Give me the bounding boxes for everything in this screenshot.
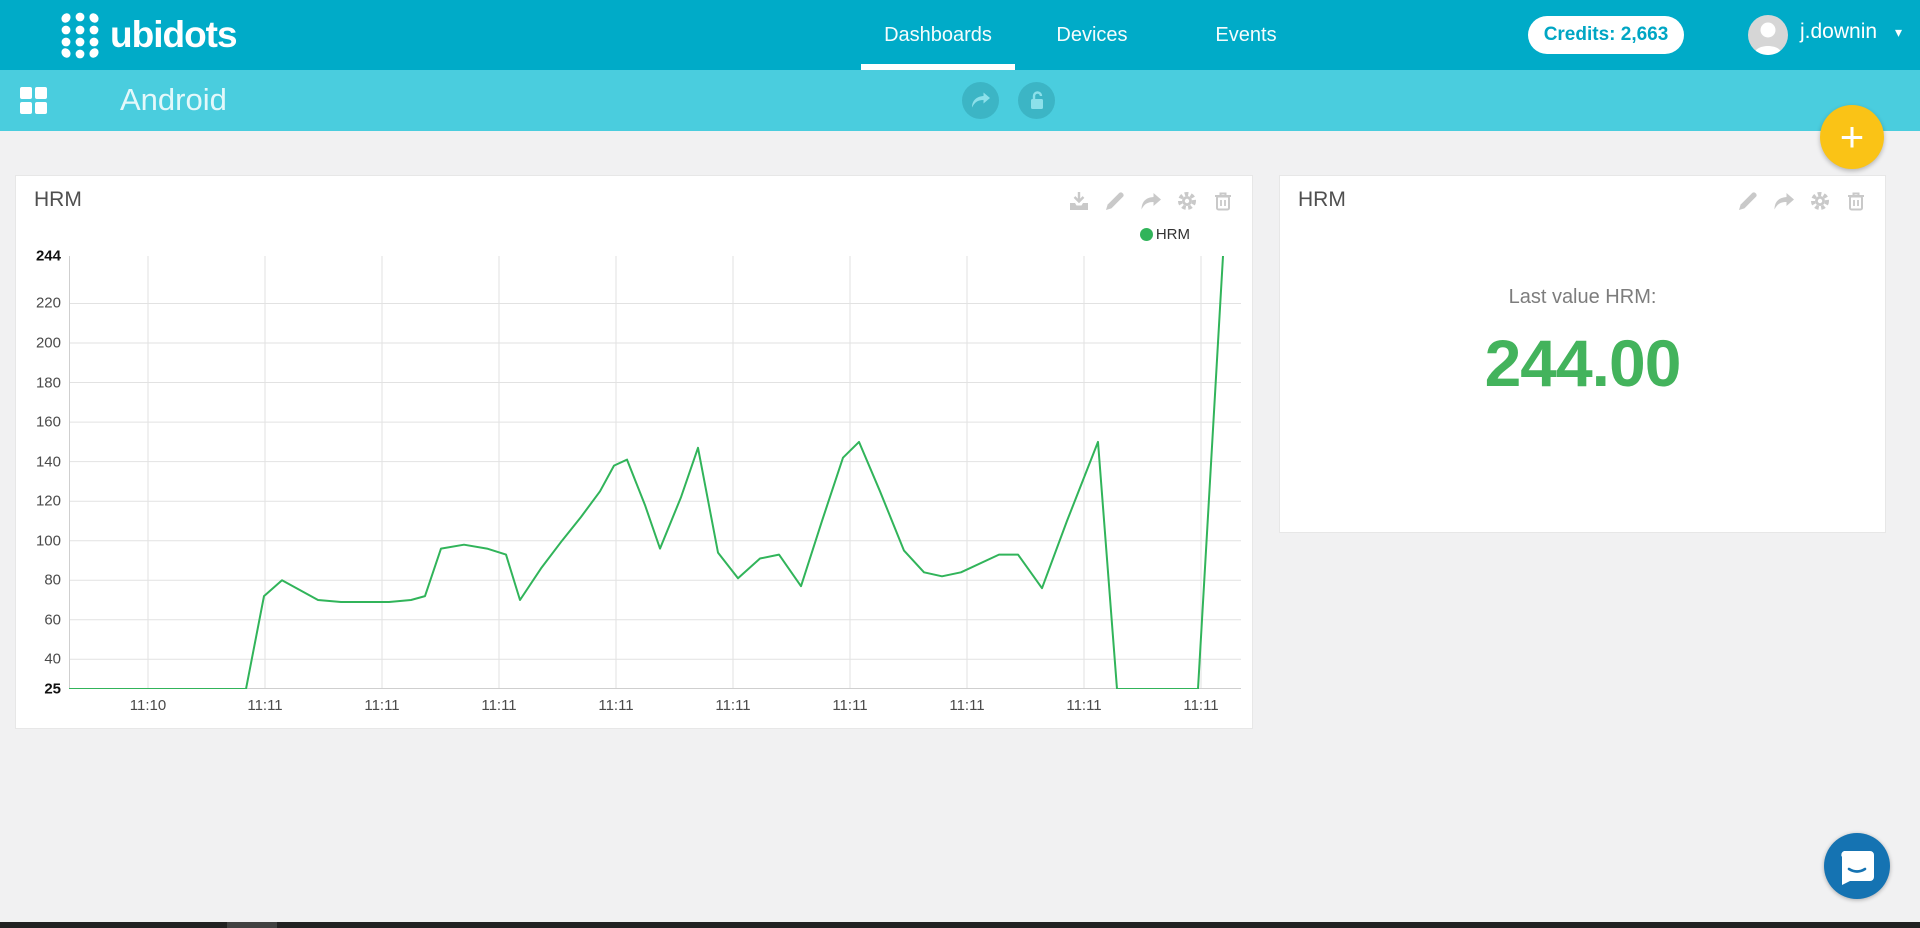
chat-bubble-icon [1824,833,1890,899]
edit-icon[interactable] [1737,190,1759,212]
y-tick: 180 [36,374,61,391]
credits-badge[interactable]: Credits: 2,663 [1528,16,1684,54]
y-tick: 100 [36,532,61,549]
metric-widget-title: HRM [1298,188,1346,212]
y-tick: 244 [36,248,61,265]
y-tick: 80 [44,572,61,589]
x-tick: 11:11 [1066,697,1101,714]
chart-widget-title: HRM [34,188,82,212]
dashboard-subheader: Android [0,70,1920,131]
avatar[interactable] [1748,15,1788,55]
add-widget-button[interactable]: + [1820,105,1884,169]
intercom-chat-button[interactable] [1824,833,1890,899]
x-tick: 11:11 [832,697,867,714]
edit-icon[interactable] [1104,190,1126,212]
nav-tab-events[interactable]: Events [1169,0,1323,70]
last-value-label: Last value HRM: [1280,286,1885,309]
x-tick: 11:10 [130,697,166,714]
x-axis-labels: 11:10 11:11 11:11 11:11 11:11 11:11 11:11 11:11… [69,689,1241,717]
delete-trash-icon[interactable] [1212,190,1234,212]
y-tick: 120 [36,493,61,510]
taskbar-edge [0,922,1920,928]
y-tick: 25 [44,681,61,698]
logo-text: ubidots [110,12,237,58]
legend-series-dot [1140,228,1153,241]
delete-trash-icon[interactable] [1845,190,1867,212]
nav-tab-devices[interactable]: Devices [1015,0,1169,70]
y-tick: 40 [44,651,61,668]
last-value-number: 244.00 [1280,325,1885,401]
x-tick: 11:11 [715,697,750,714]
share-icon [971,92,991,110]
hrm-line-chart[interactable]: 24422020018016014012010080604025 11:1011… [69,256,1241,689]
share-icon[interactable] [1773,190,1795,212]
y-tick: 140 [36,453,61,470]
download-icon[interactable] [1068,190,1090,212]
x-tick: 11:11 [949,697,984,714]
chart-canvas [69,256,1241,689]
metric-widget-toolbar [1737,190,1867,212]
y-axis-labels: 24422020018016014012010080604025 [9,256,61,689]
metric-body: Last value HRM: 244.00 [1280,286,1885,401]
ubidots-dots-icon [58,11,102,59]
chart-widget-toolbar [1068,190,1234,212]
top-navbar: ubidots Dashboards Devices Events Credit… [0,0,1920,70]
x-tick: 11:11 [247,697,282,714]
chevron-down-icon[interactable]: ▾ [1895,24,1902,41]
username-menu[interactable]: j.downin [1800,20,1877,44]
widget-chart-hrm: HRM HRM 24 [15,175,1253,729]
y-tick: 160 [36,414,61,431]
y-tick: 60 [44,611,61,628]
dashboards-grid-icon[interactable] [20,87,47,114]
ubidots-logo[interactable]: ubidots [58,11,237,59]
x-tick: 11:11 [364,697,399,714]
y-tick: 200 [36,334,61,351]
y-tick: 220 [36,295,61,312]
share-dashboard-button[interactable] [962,82,999,119]
lock-dashboard-button[interactable] [1018,82,1055,119]
chart-legend: HRM [1140,226,1190,243]
share-icon[interactable] [1140,190,1162,212]
settings-gear-icon[interactable] [1176,190,1198,212]
x-tick: 11:11 [481,697,516,714]
dashboard-title: Android [120,82,227,118]
nav-tab-dashboards[interactable]: Dashboards [861,0,1015,70]
legend-series-label: HRM [1156,226,1190,243]
user-icon [1748,15,1788,55]
main-nav: Dashboards Devices Events [861,0,1323,70]
settings-gear-icon[interactable] [1809,190,1831,212]
widget-metric-hrm: HRM Last value HRM: 244.00 [1279,175,1886,533]
lock-open-icon [1029,91,1045,110]
x-tick: 11:11 [598,697,633,714]
x-tick: 11:11 [1183,697,1218,714]
